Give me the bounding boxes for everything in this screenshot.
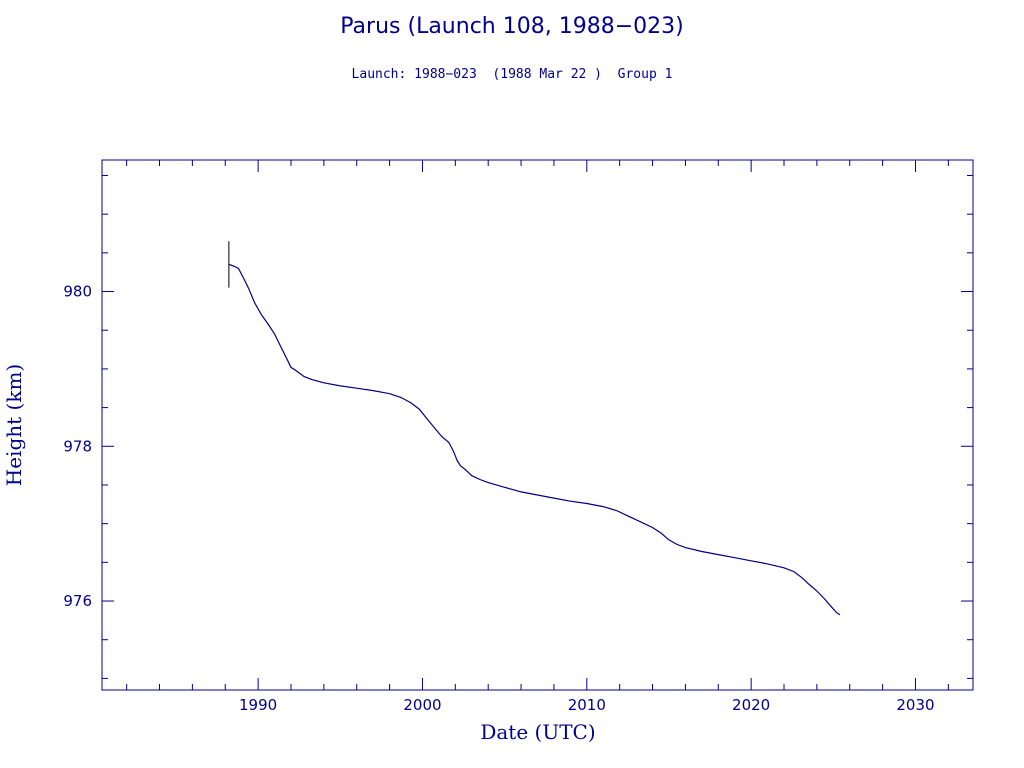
height-series-line [229,263,841,616]
x-axis-tick-labels: 1990 2000 2010 2020 2030 [239,696,935,714]
chart-subtitle: Launch: 1988−023 (1988 Mar 22 ) Group 1 [351,67,673,82]
x-tick-label: 2020 [732,696,770,714]
y-axis-tick-labels: 976 978 980 [63,283,92,610]
y-tick-label: 980 [63,283,92,301]
x-tick-label: 2000 [403,696,441,714]
plot-frame [101,159,974,691]
y-axis-ticks [102,174,973,679]
chart-title: Parus (Launch 108, 1988−023) [340,14,684,39]
x-axis-label: Date (UTC) [480,720,595,744]
y-tick-label: 978 [63,437,92,455]
x-tick-label: 2030 [896,696,934,714]
y-axis-label: Height (km) [2,364,26,486]
x-axis-ticks [126,160,949,690]
x-tick-label: 1990 [239,696,277,714]
x-tick-label: 2010 [568,696,606,714]
y-tick-label: 976 [63,592,92,610]
